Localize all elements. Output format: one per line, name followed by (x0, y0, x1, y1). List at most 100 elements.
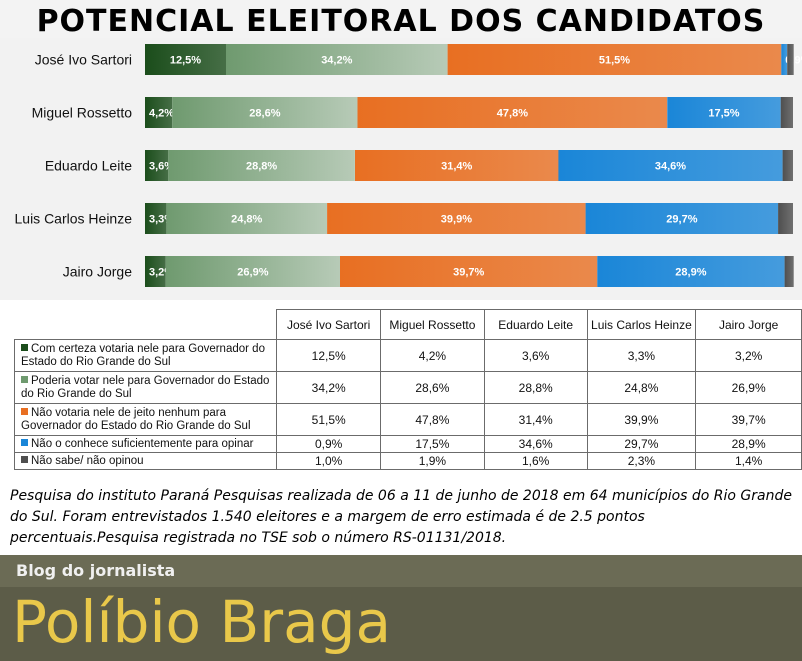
bar-segment (597, 256, 785, 287)
bar-segment (340, 256, 598, 287)
legend-swatch (21, 455, 28, 463)
bar-segment (778, 203, 793, 234)
table-cell: 12,5% (276, 339, 382, 372)
table-row: Não votaria nele de jeito nenhum para Go… (13, 403, 802, 436)
table-row: Poderia votar nele para Governador do Es… (13, 371, 802, 404)
category-label: Luis Carlos Heinze (15, 211, 133, 227)
table-cell: 34,6% (483, 435, 588, 453)
bar-segment (226, 44, 448, 75)
legend-swatch (21, 343, 28, 351)
row-label: Com certeza votaria nele para Governador… (13, 339, 278, 372)
table-cell: 1,6% (483, 452, 588, 470)
table-cell: 28,6% (380, 371, 485, 404)
table-row: Não o conhece suficientemente para opina… (13, 435, 802, 453)
bar-segment (781, 44, 788, 75)
stacked-bar-chart: José Ivo Sartori12,5%34,2%51,5%0,9%Migue… (0, 38, 802, 300)
table-cell: 3,3% (586, 339, 697, 372)
data-table: José Ivo Sartori Miguel Rossetto Eduardo… (13, 309, 802, 470)
data-label: 39,7% (453, 267, 484, 279)
table-cell: 2,3% (586, 452, 697, 470)
legend-swatch (21, 407, 28, 415)
bar-segment (782, 150, 793, 181)
data-label: 34,2% (321, 55, 352, 67)
table-cell: 1,4% (695, 452, 802, 470)
table-header-row: José Ivo Sartori Miguel Rossetto Eduardo… (14, 309, 802, 340)
table-cell: 3,2% (695, 339, 802, 372)
row-label: Não votaria nele de jeito nenhum para Go… (13, 403, 278, 436)
data-label: 28,6% (249, 108, 280, 120)
legend-swatch (21, 375, 28, 383)
data-label: 26,9% (237, 267, 268, 279)
blog-banner: Blog do jornalista Políbio Braga (0, 555, 802, 661)
category-label: Jairo Jorge (63, 264, 132, 280)
legend-swatch (21, 438, 28, 446)
category-label: Miguel Rossetto (32, 105, 133, 121)
category-label: José Ivo Sartori (35, 52, 132, 68)
row-label-text: Com certeza votaria nele para Governador… (21, 342, 265, 368)
bar-segment (784, 256, 794, 287)
bar-segment (327, 203, 586, 234)
row-label-text: Não o conhece suficientemente para opina… (31, 437, 254, 450)
bar-segment (145, 256, 166, 287)
bar-segment (145, 203, 167, 234)
table-cell: 1,9% (380, 452, 485, 470)
table-cell: 39,7% (695, 403, 802, 436)
bar-segment (558, 150, 783, 181)
row-label-text: Não votaria nele de jeito nenhum para Go… (21, 406, 251, 432)
data-label: 3,6% (149, 161, 174, 173)
table-cell: 24,8% (586, 371, 697, 404)
data-label: 17,5% (708, 108, 739, 120)
row-label-text: Não sabe/ não opinou (31, 454, 144, 467)
table-header: Jairo Jorge (695, 309, 802, 340)
table-cell: 3,6% (483, 339, 588, 372)
table-header: Luis Carlos Heinze (586, 309, 697, 340)
bar-segment (787, 44, 794, 75)
data-label: 28,9% (675, 267, 706, 279)
table-cell: 34,2% (276, 371, 382, 404)
data-label: 28,8% (246, 161, 277, 173)
table-cell: 26,9% (695, 371, 802, 404)
data-label: 39,9% (441, 214, 472, 226)
bar-segment (667, 97, 781, 128)
bar-segment (780, 97, 793, 128)
table-corner (14, 309, 278, 340)
table-cell: 4,2% (380, 339, 485, 372)
row-label: Não sabe/ não opinou (13, 452, 278, 470)
data-label: 31,4% (441, 161, 472, 173)
table-header: Eduardo Leite (483, 309, 588, 340)
table-cell: 47,8% (380, 403, 485, 436)
survey-note: Pesquisa do instituto Paraná Pesquisas r… (10, 488, 792, 546)
bar-segment (355, 150, 559, 181)
bar-segment (145, 150, 169, 181)
data-label: 24,8% (231, 214, 262, 226)
data-label: 12,5% (170, 55, 201, 67)
table-header: Miguel Rossetto (380, 309, 485, 340)
data-label: 51,5% (599, 55, 630, 67)
bar-segment (585, 203, 779, 234)
table-cell: 29,7% (586, 435, 697, 453)
table-cell: 51,5% (276, 403, 382, 436)
data-label: 4,2% (149, 108, 174, 120)
table-cell: 31,4% (483, 403, 588, 436)
bar-segment (145, 97, 173, 128)
chart-title: POTENCIAL ELEITORAL DOS CANDIDATOS (0, 0, 802, 42)
row-label: Não o conhece suficientemente para opina… (13, 435, 278, 453)
table-cell: 0,9% (276, 435, 382, 453)
bar-segment (166, 203, 328, 234)
data-label: 34,6% (655, 161, 686, 173)
table-cell: 17,5% (380, 435, 485, 453)
bar-segment (145, 44, 226, 75)
table-cell: 39,9% (586, 403, 697, 436)
row-label-text: Poderia votar nele para Governador do Es… (21, 374, 270, 400)
category-label: Eduardo Leite (45, 158, 132, 174)
data-label: 47,8% (497, 108, 528, 120)
chart-svg: José Ivo Sartori12,5%34,2%51,5%0,9%Migue… (0, 38, 802, 300)
data-label: 29,7% (666, 214, 697, 226)
table-row: Com certeza votaria nele para Governador… (13, 339, 802, 372)
table-cell: 1,0% (276, 452, 382, 470)
bar-segment (357, 97, 668, 128)
table-cell: 28,8% (483, 371, 588, 404)
table-row: Não sabe/ não opinou 1,0% 1,9% 1,6% 2,3%… (13, 452, 802, 470)
bar-segment (168, 150, 355, 181)
table-cell: 28,9% (695, 435, 802, 453)
